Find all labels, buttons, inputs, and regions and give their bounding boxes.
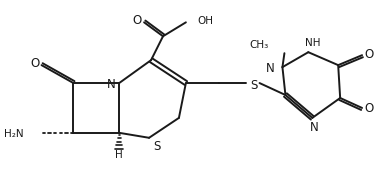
Text: S: S bbox=[153, 140, 161, 153]
Text: O: O bbox=[132, 14, 142, 27]
Text: N: N bbox=[310, 121, 319, 134]
Text: S: S bbox=[250, 79, 257, 92]
Text: N: N bbox=[266, 62, 274, 75]
Text: CH₃: CH₃ bbox=[249, 40, 268, 50]
Text: H: H bbox=[115, 150, 123, 160]
Text: O: O bbox=[364, 48, 374, 61]
Text: NH: NH bbox=[305, 38, 320, 48]
Text: OH: OH bbox=[198, 16, 214, 26]
Text: N: N bbox=[107, 77, 115, 91]
Text: O: O bbox=[364, 102, 374, 115]
Text: H₂N: H₂N bbox=[4, 129, 24, 139]
Text: O: O bbox=[30, 57, 39, 70]
